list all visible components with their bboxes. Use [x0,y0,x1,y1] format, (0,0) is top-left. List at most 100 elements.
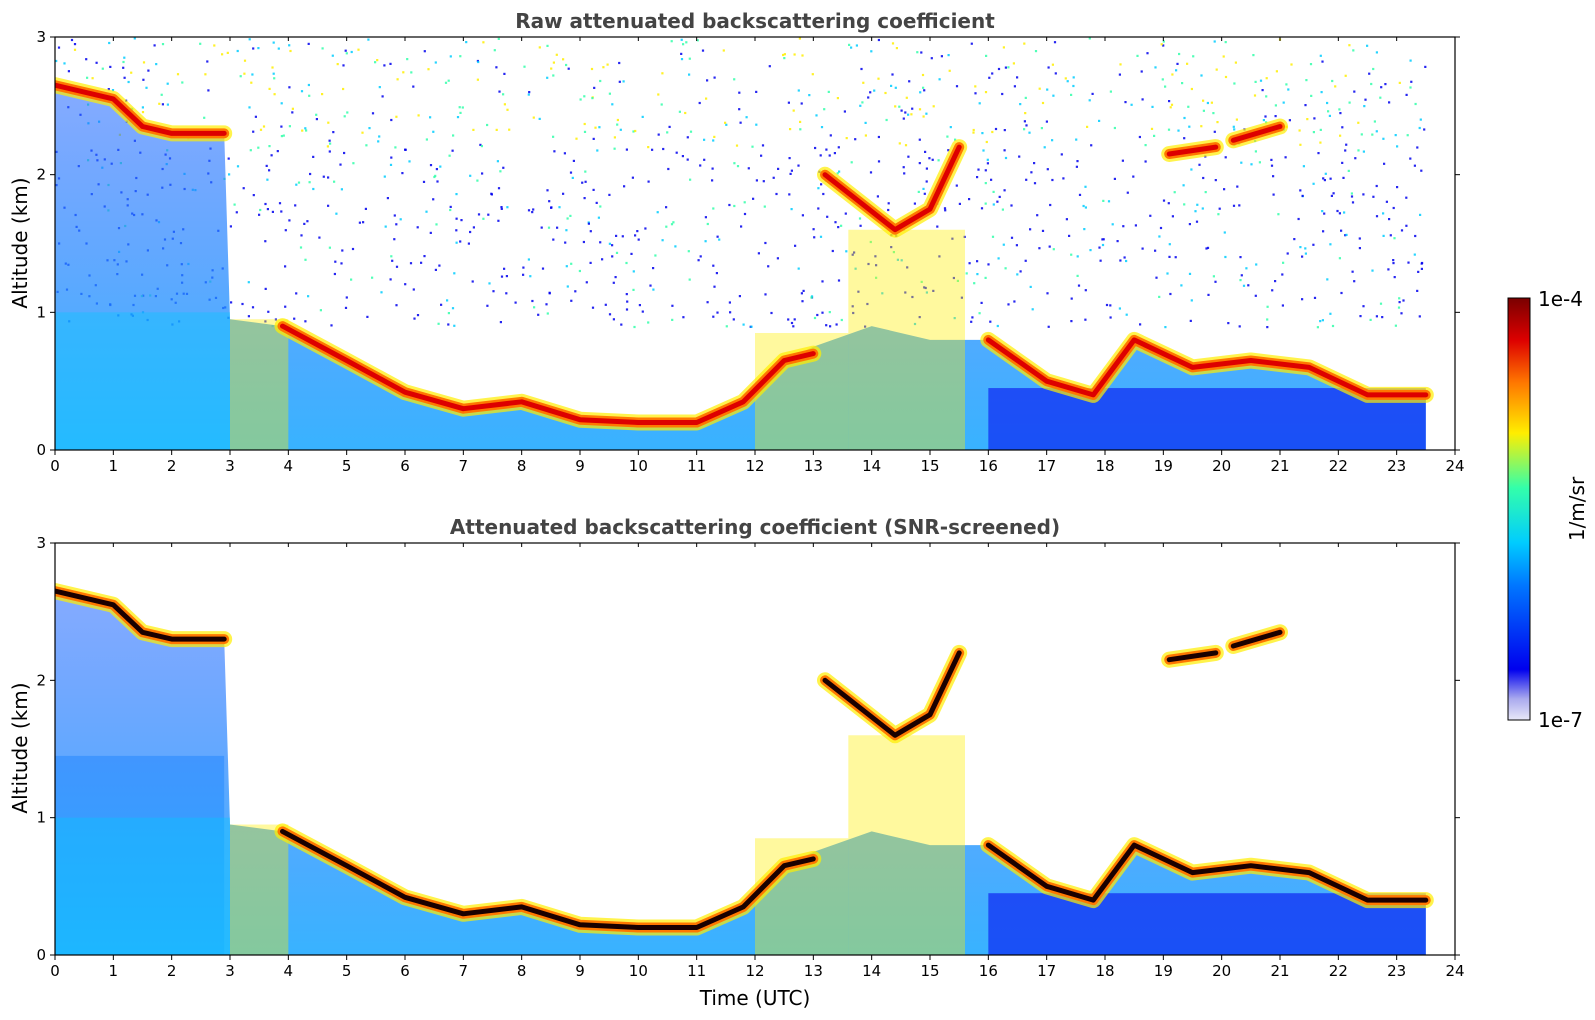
noise-speck [1126,191,1129,194]
noise-speck [371,112,375,115]
noise-speck [922,187,925,190]
noise-speck [1413,253,1416,256]
noise-speck [1177,129,1180,132]
noise-speck [767,265,770,268]
layer-core [985,842,1429,903]
noise-speck [858,217,862,220]
noise-speck [452,134,455,137]
noise-speck [567,67,570,70]
noise-speck [176,73,180,76]
noise-speck [147,69,150,72]
noise-speck [1036,214,1039,217]
noise-speck [1240,161,1243,164]
noise-speck [1316,326,1319,329]
noise-speck [873,89,876,92]
noise-speck [1255,263,1258,266]
noise-speck [598,126,601,129]
noise-speck [451,307,455,310]
noise-speck [1048,245,1051,248]
noise-speck [618,61,621,65]
noise-speck [697,259,700,262]
noise-speck [374,61,377,64]
noise-speck [867,96,870,99]
noise-speck [1330,194,1333,197]
x-tick-label: 8 [517,457,527,475]
noise-speck [490,192,493,195]
noise-speck [395,304,398,307]
noise-speck [1154,66,1157,69]
noise-speck [1105,303,1109,307]
noise-speck [531,299,534,303]
noise-speck [1398,297,1401,300]
noise-speck [1196,203,1199,206]
noise-speck [801,54,804,57]
noise-speck [1190,299,1193,302]
noise-speck [680,58,684,61]
noise-speck [902,117,905,120]
noise-speck [1160,43,1163,46]
noise-speck [1173,191,1176,194]
noise-speck [472,226,475,229]
x-tick-label: 2 [167,962,177,980]
noise-speck [1077,284,1081,287]
noise-speck [703,138,706,141]
noise-speck [1369,318,1372,321]
noise-speck [649,284,652,287]
noise-speck [680,52,683,55]
noise-speck [248,38,251,41]
noise-speck [932,105,935,108]
noise-speck [1222,55,1225,58]
noise-speck [1327,110,1330,113]
noise-speck [280,210,283,213]
noise-speck [1236,185,1239,188]
noise-speck [825,148,828,151]
noise-speck [1306,118,1309,121]
noise-speck [391,259,394,262]
noise-speck [798,37,801,40]
noise-speck [207,89,210,92]
noise-speck [304,320,307,323]
noise-speck [527,209,531,212]
noise-speck [332,131,335,134]
noise-speck [1320,91,1323,94]
noise-speck [67,70,70,73]
noise-speck [1060,153,1063,156]
noise-speck [455,229,458,232]
noise-speck [299,246,303,249]
noise-speck [1078,193,1082,196]
noise-speck [305,129,308,132]
noise-speck [1232,125,1235,128]
noise-speck [614,276,617,279]
noise-speck [344,306,348,309]
noise-speck [978,312,981,315]
noise-speck [996,324,999,328]
convective-plume [848,735,965,955]
noise-speck [976,260,979,263]
noise-speck [122,66,125,69]
noise-speck [811,73,814,76]
noise-speck [1125,259,1128,263]
noise-speck [447,323,450,326]
noise-speck [608,92,611,95]
noise-speck [1340,291,1343,295]
noise-speck [497,37,500,40]
noise-speck [860,67,863,71]
noise-speck [1362,305,1365,308]
noise-speck [413,317,416,320]
noise-speck [288,86,291,89]
noise-speck [95,61,98,64]
noise-speck [1235,118,1238,121]
noise-speck [985,140,988,144]
noise-speck [1282,261,1285,264]
noise-speck [1049,203,1052,207]
noise-speck [270,154,273,157]
noise-speck [1324,172,1327,175]
noise-speck [877,135,880,139]
noise-speck [383,175,386,178]
noise-speck [592,188,595,191]
noise-speck [569,214,572,217]
noise-speck [954,138,957,141]
noise-speck [652,288,655,291]
noise-speck [272,41,275,44]
noise-speck [1339,112,1342,115]
